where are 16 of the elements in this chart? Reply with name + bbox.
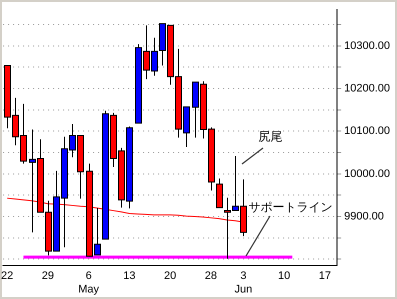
x-tick-label: 28 [204,270,217,282]
y-tick-label: 10100.00 [344,125,390,138]
x-tick-label: 29 [42,270,54,282]
x-tick-label: 22 [1,270,14,282]
x-tick-label: 13 [123,270,136,282]
y-tick-label: 10200.00 [344,82,390,95]
x-tick-label: 10 [278,270,290,282]
x-tick-label: 3 Jun [234,270,252,296]
y-tick-label: 10000.00 [344,168,390,180]
annotation: サポートライン [248,200,333,214]
x-tick-label: 17 [318,270,332,282]
y-tick-label: 9900.00 [344,210,384,223]
y-tick-label: 10300.00 [344,40,390,52]
x-tick-label: 6 May [78,270,100,296]
x-tick-label: 20 [164,270,176,282]
annotation: 尻尾 [258,130,283,144]
